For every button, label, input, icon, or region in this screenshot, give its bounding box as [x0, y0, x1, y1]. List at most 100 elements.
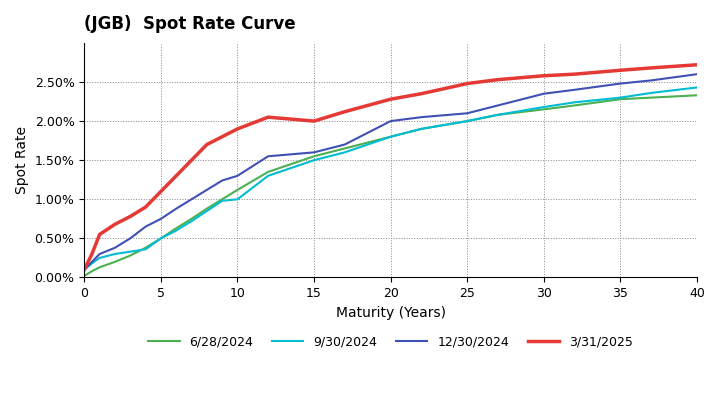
3/31/2025	[187, 158, 196, 163]
9/30/2024	[417, 126, 426, 131]
Line: 9/30/2024: 9/30/2024	[84, 87, 697, 270]
6/28/2024	[647, 95, 655, 100]
12/30/2024	[126, 236, 135, 241]
6/28/2024	[202, 206, 211, 211]
6/28/2024	[111, 259, 120, 264]
9/30/2024	[570, 100, 579, 105]
12/30/2024	[616, 81, 625, 86]
3/31/2025	[570, 72, 579, 77]
12/30/2024	[647, 78, 655, 83]
12/30/2024	[341, 142, 349, 147]
12/30/2024	[463, 111, 472, 116]
6/28/2024	[172, 226, 181, 231]
3/31/2025	[387, 97, 395, 102]
Line: 3/31/2025: 3/31/2025	[84, 65, 697, 270]
12/30/2024	[80, 267, 89, 272]
12/30/2024	[156, 216, 165, 221]
3/31/2025	[539, 73, 548, 78]
12/30/2024	[95, 252, 104, 257]
9/30/2024	[616, 95, 625, 100]
9/30/2024	[494, 112, 503, 117]
9/30/2024	[310, 158, 318, 163]
12/30/2024	[88, 259, 96, 264]
9/30/2024	[172, 228, 181, 233]
6/28/2024	[463, 118, 472, 123]
6/28/2024	[616, 97, 625, 102]
6/28/2024	[187, 216, 196, 221]
9/30/2024	[141, 247, 150, 252]
9/30/2024	[187, 219, 196, 224]
3/31/2025	[156, 189, 165, 194]
3/31/2025	[202, 142, 211, 147]
Legend: 6/28/2024, 9/30/2024, 12/30/2024, 3/31/2025: 6/28/2024, 9/30/2024, 12/30/2024, 3/31/2…	[143, 331, 638, 354]
3/31/2025	[111, 222, 120, 227]
12/30/2024	[570, 87, 579, 92]
3/31/2025	[95, 232, 104, 237]
9/30/2024	[341, 150, 349, 155]
12/30/2024	[539, 91, 548, 96]
6/28/2024	[141, 245, 150, 250]
9/30/2024	[218, 198, 227, 203]
9/30/2024	[111, 252, 120, 257]
12/30/2024	[310, 150, 318, 155]
6/28/2024	[233, 187, 242, 192]
9/30/2024	[88, 261, 96, 266]
3/31/2025	[647, 66, 655, 71]
3/31/2025	[463, 81, 472, 86]
X-axis label: Maturity (Years): Maturity (Years)	[336, 306, 446, 320]
9/30/2024	[264, 173, 272, 178]
6/28/2024	[539, 107, 548, 112]
6/28/2024	[156, 236, 165, 241]
6/28/2024	[126, 253, 135, 258]
6/28/2024	[387, 134, 395, 139]
Line: 6/28/2024: 6/28/2024	[84, 95, 697, 276]
9/30/2024	[693, 85, 701, 90]
3/31/2025	[310, 118, 318, 123]
9/30/2024	[463, 118, 472, 123]
6/28/2024	[80, 273, 89, 278]
9/30/2024	[233, 197, 242, 202]
Line: 12/30/2024: 12/30/2024	[84, 74, 697, 270]
6/28/2024	[494, 112, 503, 117]
6/28/2024	[570, 103, 579, 108]
3/31/2025	[494, 77, 503, 82]
Text: (JGB)  Spot Rate Curve: (JGB) Spot Rate Curve	[84, 15, 296, 33]
9/30/2024	[156, 236, 165, 241]
12/30/2024	[111, 245, 120, 250]
12/30/2024	[202, 187, 211, 192]
9/30/2024	[202, 208, 211, 213]
9/30/2024	[95, 255, 104, 260]
6/28/2024	[88, 269, 96, 274]
3/31/2025	[218, 134, 227, 139]
6/28/2024	[95, 265, 104, 270]
12/30/2024	[187, 197, 196, 202]
9/30/2024	[126, 249, 135, 254]
6/28/2024	[218, 197, 227, 202]
3/31/2025	[141, 205, 150, 210]
12/30/2024	[233, 173, 242, 178]
3/31/2025	[417, 91, 426, 96]
6/28/2024	[341, 146, 349, 151]
3/31/2025	[126, 214, 135, 219]
6/28/2024	[264, 169, 272, 174]
12/30/2024	[172, 206, 181, 211]
12/30/2024	[417, 115, 426, 120]
12/30/2024	[218, 178, 227, 183]
3/31/2025	[172, 173, 181, 178]
12/30/2024	[494, 103, 503, 108]
3/31/2025	[341, 109, 349, 114]
3/31/2025	[264, 115, 272, 120]
3/31/2025	[693, 62, 701, 67]
12/30/2024	[387, 118, 395, 123]
9/30/2024	[80, 267, 89, 272]
6/28/2024	[417, 126, 426, 131]
12/30/2024	[693, 72, 701, 77]
Y-axis label: Spot Rate: Spot Rate	[15, 126, 29, 194]
3/31/2025	[80, 267, 89, 272]
9/30/2024	[647, 90, 655, 95]
3/31/2025	[88, 252, 96, 257]
3/31/2025	[616, 68, 625, 73]
9/30/2024	[539, 105, 548, 110]
6/28/2024	[310, 154, 318, 159]
3/31/2025	[233, 126, 242, 131]
